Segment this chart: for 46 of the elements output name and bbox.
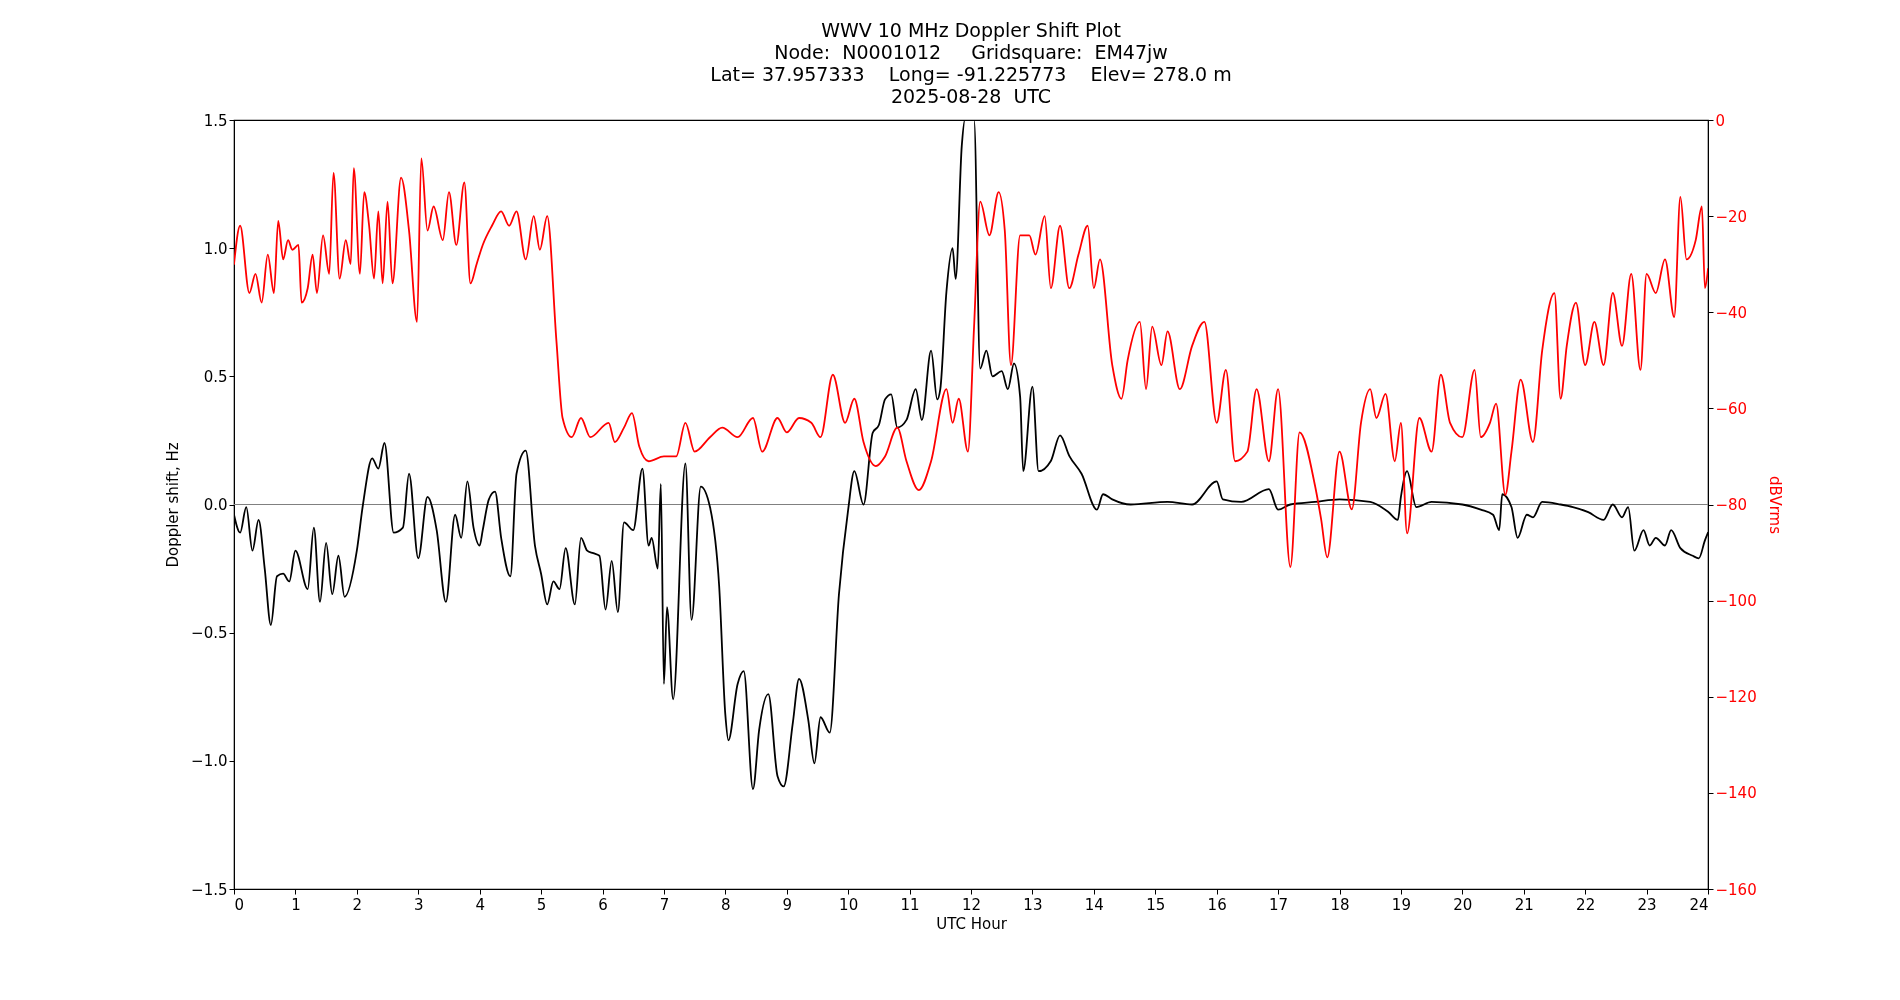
x-tick-label: 17	[1269, 895, 1289, 914]
x-tick-label: 20	[1453, 895, 1473, 914]
x-tick-label: 14	[1084, 895, 1104, 914]
x-tick-label: 11	[900, 895, 920, 914]
x-tick-label: 2	[352, 895, 363, 914]
x-tick-label: 4	[475, 895, 485, 914]
x-tick-label: 1	[291, 895, 301, 914]
chart-title: WWV 10 MHz Doppler Shift Plot Node: N0001012 Gridsquare: EM47jw Lat= 37.957333 Long= -91.225773 Elev= 278.0 m 2025-08-28 UTC	[710, 19, 1232, 107]
y-tick-label: 1.5	[203, 111, 228, 130]
x-axis-title: UTC Hour	[936, 914, 1008, 933]
y-tick-label: −1.0	[191, 752, 228, 771]
x-tick-label: 0	[234, 895, 245, 914]
y-tick-label: 0.5	[203, 367, 228, 386]
x-tick-label: 5	[536, 895, 547, 914]
x-tick-label: 12	[961, 895, 982, 914]
x-tick-label: 19	[1391, 895, 1411, 914]
x-tick-label: 10	[839, 895, 859, 914]
y-axis-title: Doppler shift, Hz	[164, 442, 183, 568]
x-tick-label: 9	[782, 895, 793, 914]
x-tick-label: 7	[659, 895, 670, 914]
y2-axis-title: dBVrms	[1765, 476, 1784, 535]
y2-tick-label: −20	[1715, 207, 1748, 226]
x-tick-label: 23	[1637, 895, 1657, 914]
x-tick-label: 13	[1023, 895, 1043, 914]
line-series	[234, 157, 1708, 568]
x-tick-label: 21	[1514, 895, 1534, 914]
x-tick-label: 6	[598, 895, 608, 914]
y2-tick-label: −40	[1715, 303, 1748, 322]
x-tick-label: 3	[413, 895, 424, 914]
x-tick-label: 15	[1146, 895, 1166, 914]
y2-tick-label: −100	[1715, 592, 1757, 611]
y2-tick-label: −160	[1715, 880, 1757, 899]
x-tick-label: 22	[1576, 895, 1596, 914]
y2-tick-label: −80	[1715, 496, 1748, 514]
x-tick-label: 8	[721, 895, 731, 914]
x-tick-label: 18	[1330, 895, 1350, 914]
y2-tick-label: −140	[1715, 784, 1757, 803]
y-tick-label: −0.5	[191, 624, 228, 643]
y-tick-label: −1.5	[191, 880, 228, 899]
y-tick-label: 0.0	[203, 496, 228, 514]
y2-tick-label: −120	[1715, 688, 1757, 707]
y2-tick-label: −60	[1715, 399, 1748, 418]
x-tick-label: 24	[1689, 895, 1709, 914]
y2-tick-label: 0	[1715, 111, 1726, 130]
x-tick-label: 16	[1207, 895, 1227, 914]
y-tick-label: 1.0	[203, 239, 228, 258]
